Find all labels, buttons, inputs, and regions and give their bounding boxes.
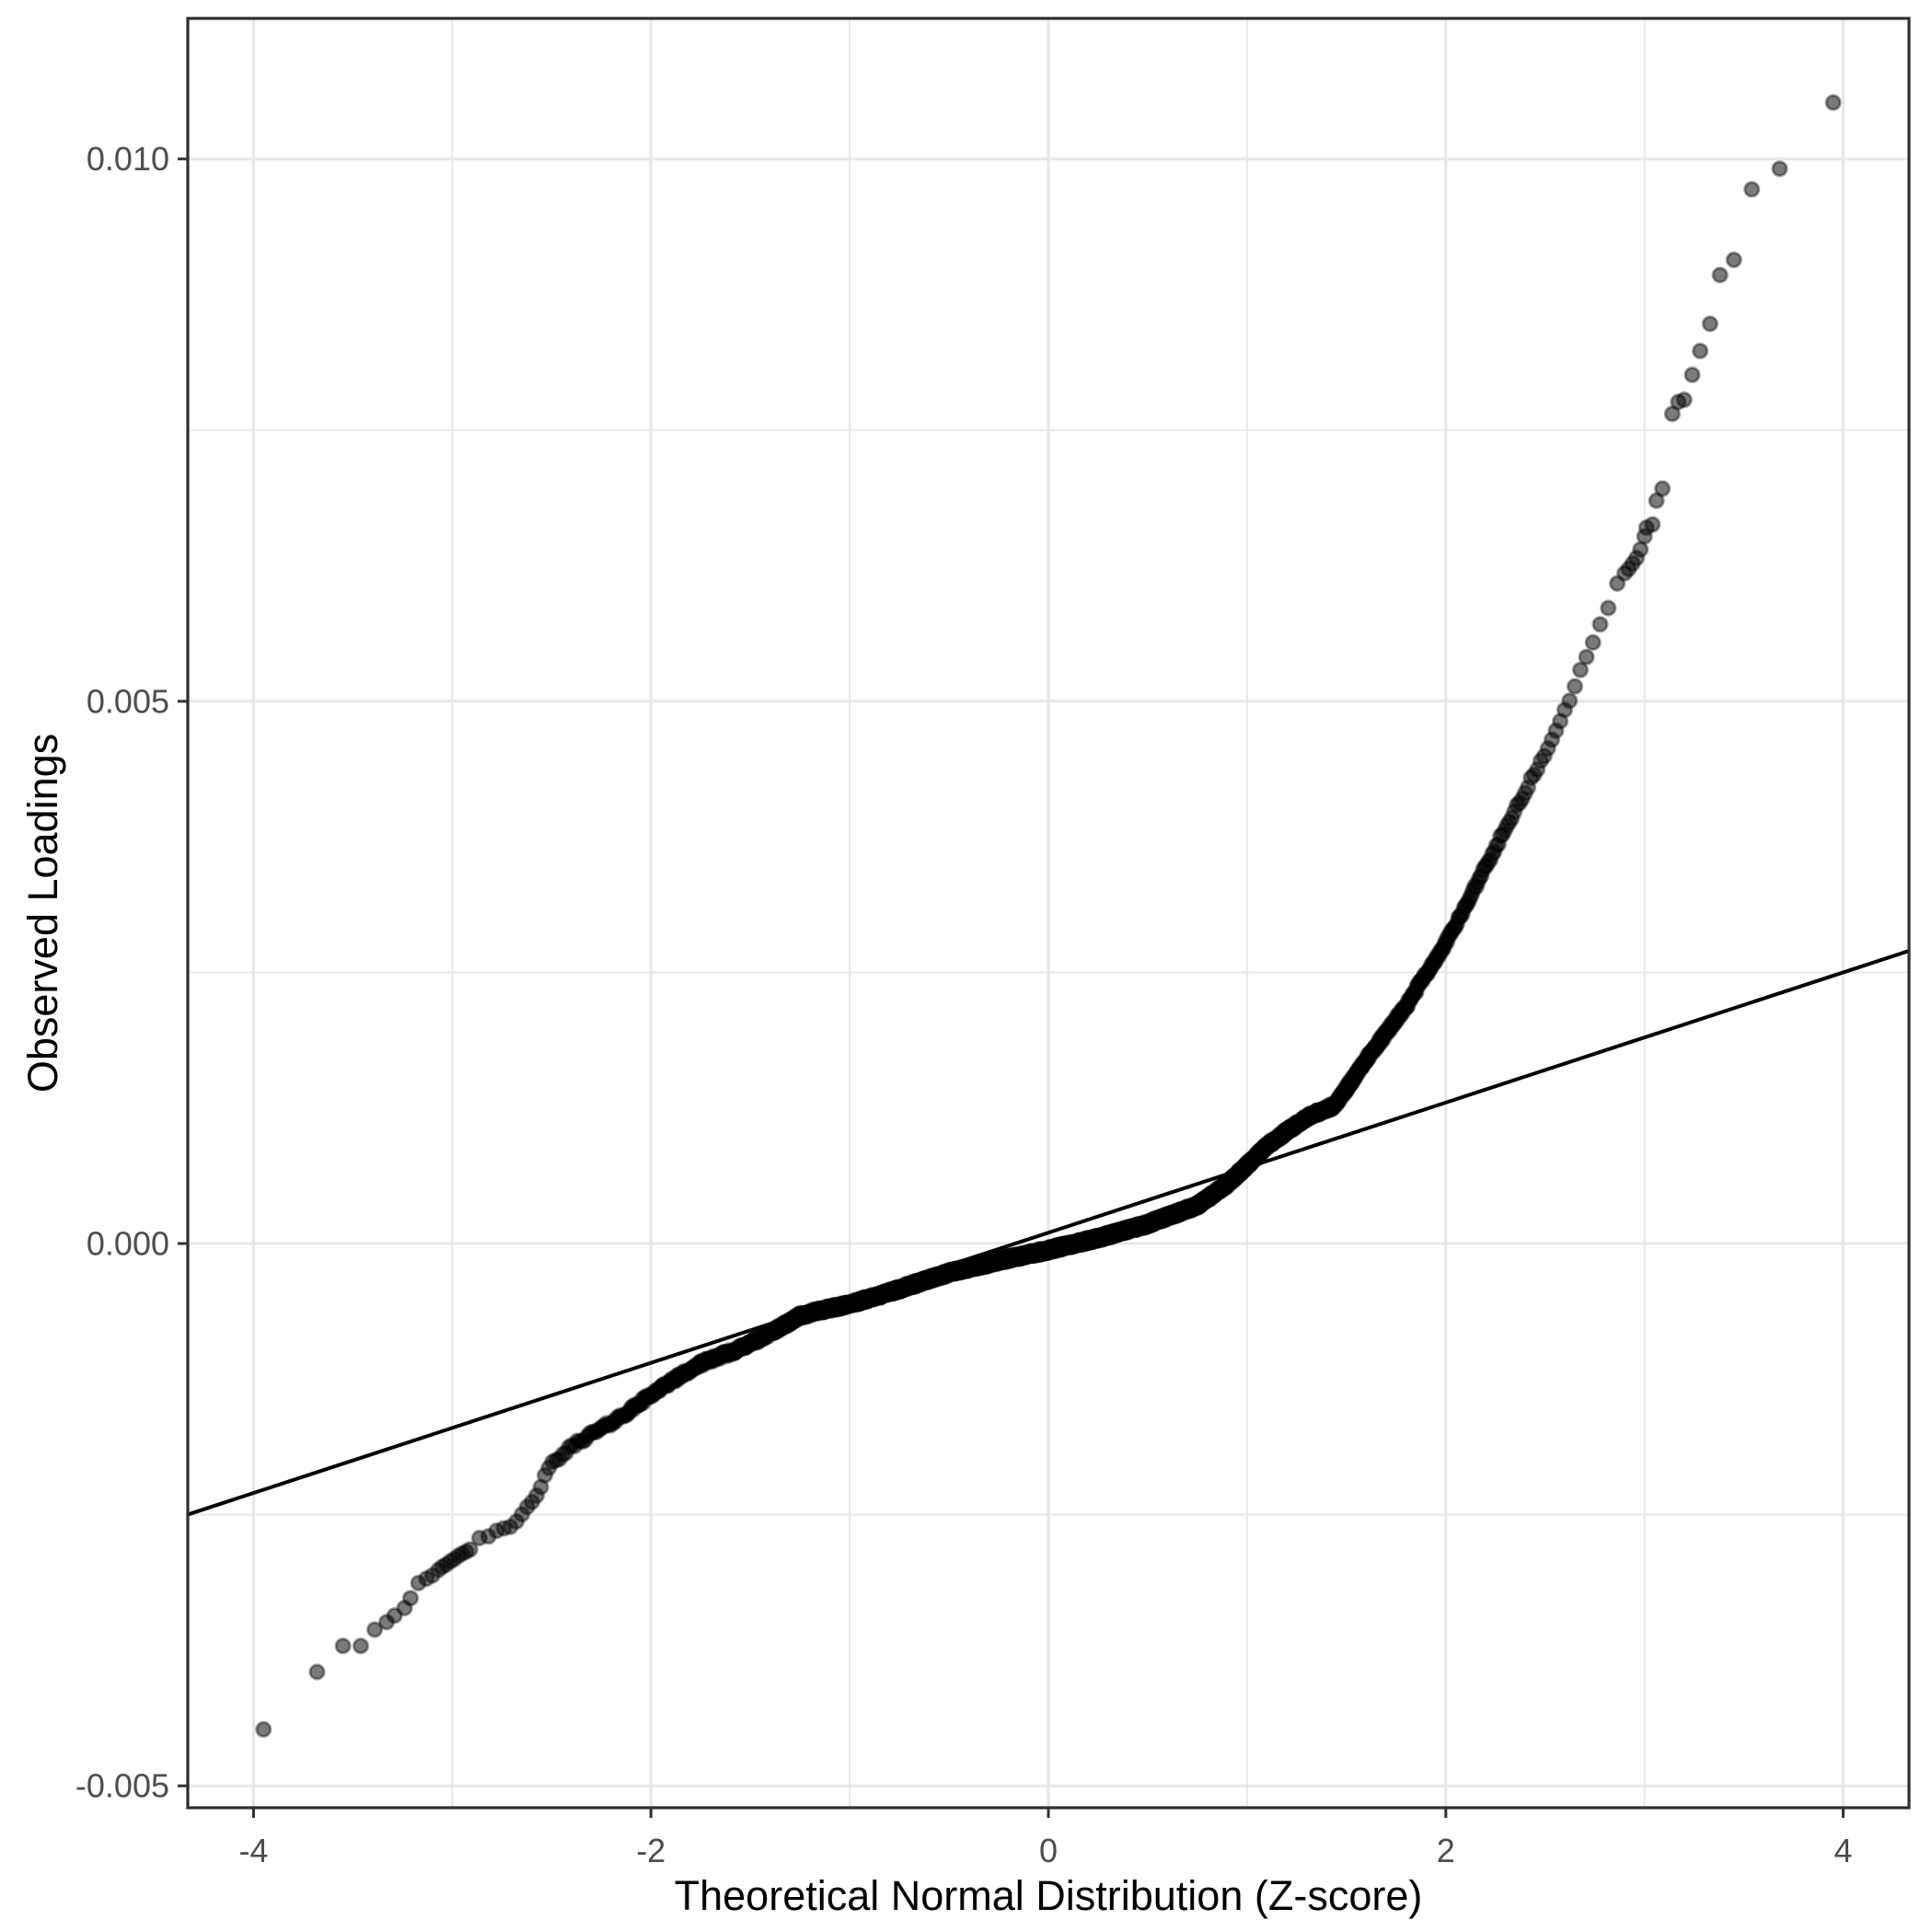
data-point: [1663, 405, 1682, 422]
data-point: [1683, 366, 1701, 384]
y-tick-label: 0.010: [87, 140, 169, 178]
x-tick-label: -2: [636, 1832, 665, 1869]
x-tick-label: 0: [1039, 1832, 1058, 1869]
data-point: [334, 1637, 352, 1655]
scatter-points: [470, 574, 1626, 1547]
tail-points: [255, 94, 1842, 1739]
data-point: [308, 1663, 326, 1681]
data-point: [1692, 342, 1709, 360]
data-point: [255, 1720, 272, 1739]
y-tick-label: -0.005: [75, 1767, 169, 1805]
x-axis-title: Theoretical Normal Distribution (Z-score…: [675, 1872, 1423, 1919]
data-point: [1644, 515, 1661, 533]
x-tick-label: 4: [1834, 1832, 1852, 1869]
reference-line: [187, 949, 1910, 1517]
data-point: [401, 1590, 420, 1607]
y-axis-ticks: [178, 157, 188, 1787]
data-point: [1711, 266, 1729, 283]
data-point: [386, 1607, 403, 1625]
data-point: [461, 1541, 479, 1558]
y-axis-title: Observed Loadings: [19, 734, 66, 1093]
y-tick-label: 0.000: [87, 1225, 169, 1263]
y-axis-tick-labels: -0.005 0.000 0.005 0.010: [75, 140, 169, 1805]
x-axis-tick-labels: -4 -2 0 2 4: [238, 1832, 1852, 1869]
gridlines-major: [188, 18, 1909, 1808]
data-point: [1648, 492, 1665, 510]
data-point: [366, 1621, 384, 1638]
data-point: [1675, 391, 1693, 409]
x-axis-ticks: [252, 1808, 1845, 1818]
data-point: [352, 1637, 370, 1655]
x-tick-label: 2: [1437, 1832, 1455, 1869]
data-point: [1824, 94, 1842, 111]
data-point: [1725, 251, 1742, 269]
data-point: [1743, 180, 1761, 198]
y-tick-label: 0.005: [87, 682, 169, 720]
data-point: [1771, 160, 1788, 178]
data-point: [1632, 540, 1649, 559]
data-point: [1701, 315, 1719, 332]
data-point: [1654, 480, 1672, 498]
x-tick-label: -4: [238, 1832, 268, 1869]
